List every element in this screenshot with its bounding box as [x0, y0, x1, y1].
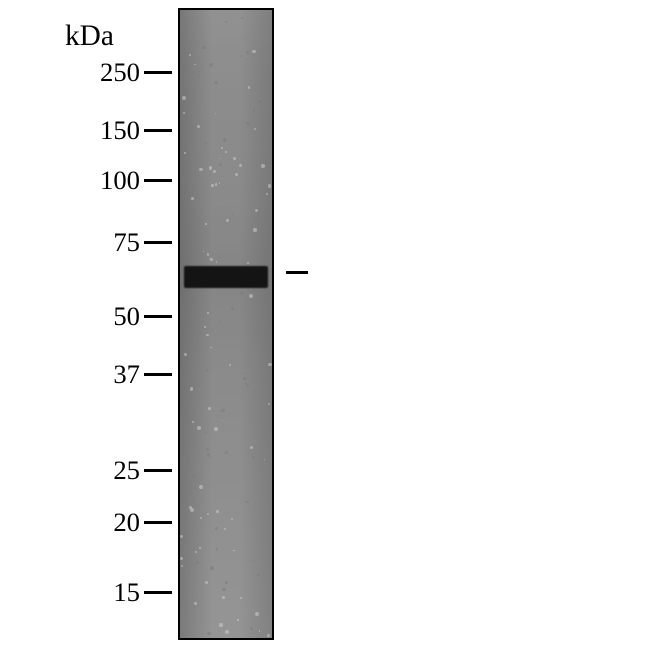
tick-label: 50 — [80, 301, 140, 332]
lane-background — [180, 10, 272, 638]
tick-label: 75 — [80, 227, 140, 258]
tick-mark — [144, 71, 172, 74]
tick-mark — [144, 469, 172, 472]
blot-lane — [178, 8, 274, 640]
tick-label: 250 — [80, 57, 140, 88]
tick-label: 37 — [80, 359, 140, 390]
tick-mark — [144, 591, 172, 594]
tick-mark — [144, 315, 172, 318]
western-blot-figure: kDa 250 150 100 75 50 37 25 20 15 — [0, 0, 650, 650]
tick-label: 150 — [80, 115, 140, 146]
tick-mark — [144, 179, 172, 182]
tick-label: 25 — [80, 455, 140, 486]
tick-label: 15 — [80, 577, 140, 608]
tick-mark — [144, 129, 172, 132]
band-indicator-tick — [286, 271, 308, 274]
tick-mark — [144, 521, 172, 524]
tick-label: 20 — [80, 507, 140, 538]
protein-band — [184, 266, 268, 288]
tick-label: 100 — [80, 165, 140, 196]
tick-mark — [144, 241, 172, 244]
tick-mark — [144, 373, 172, 376]
axis-unit-label: kDa — [65, 20, 114, 53]
